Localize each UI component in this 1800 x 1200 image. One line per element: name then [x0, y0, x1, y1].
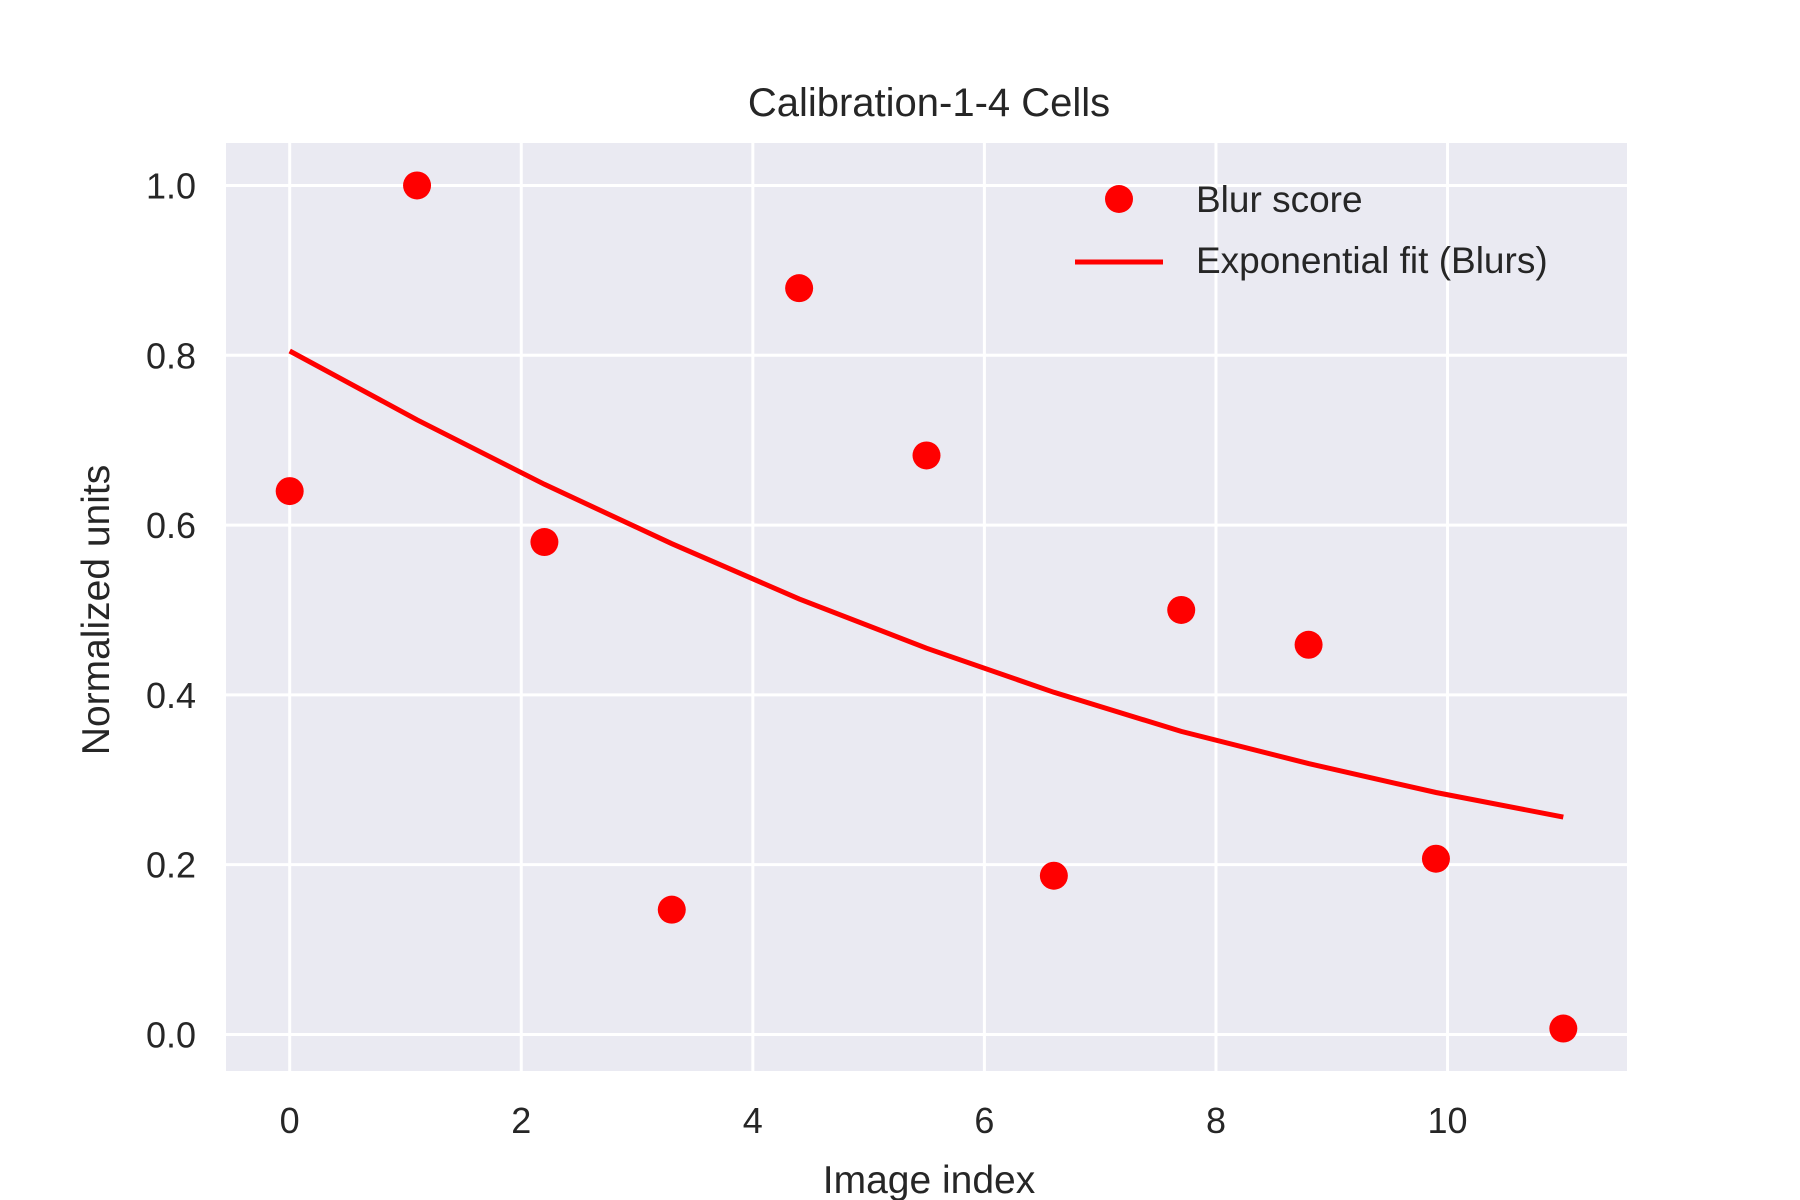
chart-title: Calibration-1-4 Cells — [748, 81, 1110, 125]
x-tick-label: 8 — [1206, 1100, 1226, 1141]
data-point — [530, 528, 559, 557]
y-tick-label: 0.2 — [146, 845, 196, 886]
x-axis-label: Image index — [823, 1159, 1036, 1200]
x-tick-label: 6 — [974, 1100, 994, 1141]
legend-point-marker — [1105, 185, 1133, 213]
fit-line — [288, 348, 1564, 820]
y-tick-label: 0.4 — [146, 675, 196, 716]
y-tick-label: 1.0 — [146, 165, 196, 206]
data-point — [1039, 861, 1068, 890]
data-point — [1167, 595, 1196, 624]
x-tick-label: 10 — [1428, 1100, 1468, 1141]
legend-label: Exponential fit (Blurs) — [1196, 240, 1548, 281]
data-point — [1421, 844, 1450, 873]
x-tick-labels: 0 2 4 6 8 10 — [280, 1100, 1468, 1141]
data-point — [275, 477, 304, 506]
y-tick-label: 0.0 — [146, 1014, 196, 1055]
y-tick-label: 0.8 — [146, 335, 196, 376]
fit-line-layer — [288, 348, 1564, 820]
x-tick-label: 0 — [280, 1100, 300, 1141]
data-point — [1549, 1014, 1578, 1043]
data-point — [403, 171, 432, 200]
y-tick-label: 0.6 — [146, 505, 196, 546]
x-tick-label: 2 — [511, 1100, 531, 1141]
y-axis-label: Normalized units — [75, 465, 118, 755]
data-points — [275, 171, 1578, 1043]
legend-label: Blur score — [1196, 179, 1363, 220]
legend: Blur score Exponential fit (Blurs) — [1075, 179, 1548, 281]
data-point — [1294, 630, 1323, 659]
data-point — [657, 895, 686, 924]
plot-area — [226, 143, 1627, 1071]
data-point — [785, 274, 814, 303]
grid-lines — [226, 143, 1627, 1071]
y-tick-labels: 0.0 0.2 0.4 0.6 0.8 1.0 — [146, 165, 196, 1055]
x-tick-label: 4 — [743, 1100, 763, 1141]
data-point — [912, 441, 941, 470]
